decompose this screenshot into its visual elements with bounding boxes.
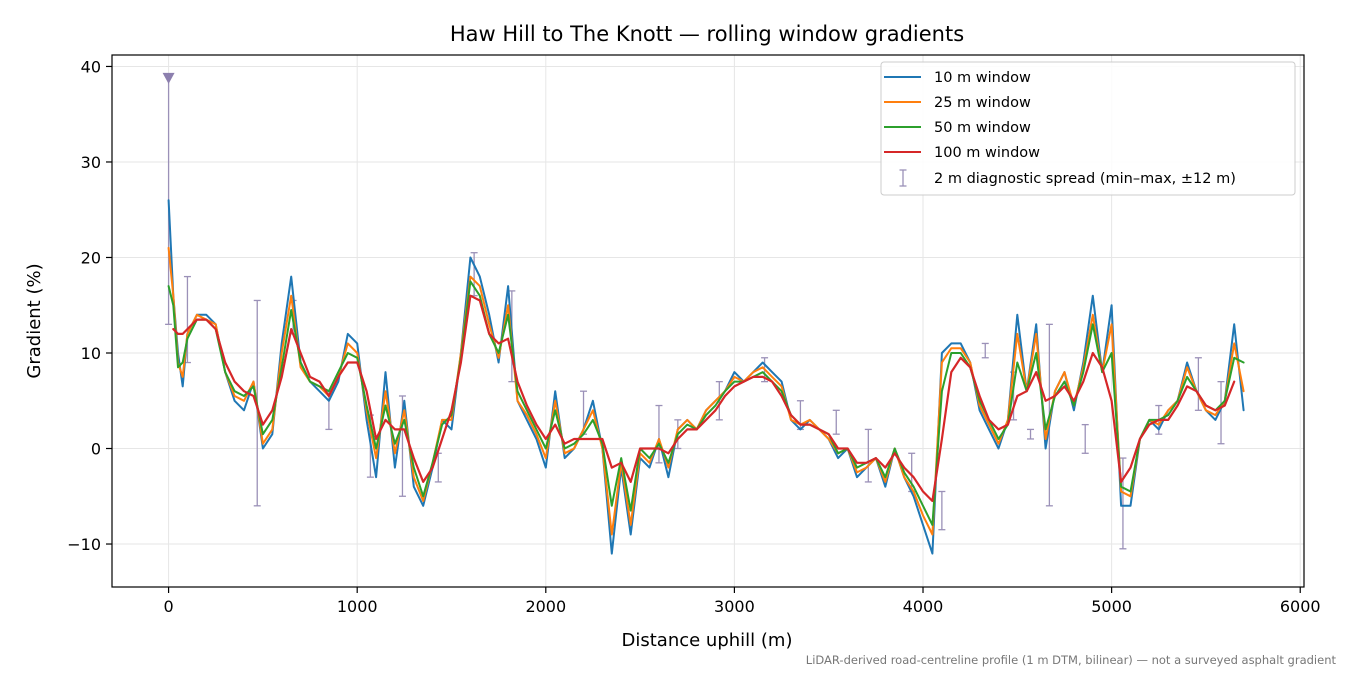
- clipped-value-marker: [162, 72, 175, 84]
- legend-label-1: 10 m window: [934, 70, 1031, 86]
- x-tick-label: 1000: [337, 597, 378, 616]
- x-tick-label: 3000: [714, 597, 755, 616]
- y-tick-label: 10: [81, 344, 101, 363]
- x-tick-label: 4000: [903, 597, 944, 616]
- plot-frame: [111, 54, 1305, 588]
- y-tick-label: 0: [91, 440, 101, 459]
- y-tick-label: 40: [81, 57, 101, 76]
- chart-title: Haw Hill to The Knott — rolling window g…: [450, 22, 964, 46]
- axes: 0 1000 2000 3000 4000 5000 6000 −10 0 10 20 30 40: [67, 54, 1321, 616]
- series-lines: [167, 199, 1245, 555]
- x-tick-label: 0: [163, 597, 173, 616]
- legend-label-spread: 2 m diagnostic spread (min–max, ±12 m): [934, 171, 1236, 187]
- y-tick-label: 20: [81, 248, 101, 267]
- legend: 10 m window 25 m window 50 m window 100 m w…: [880, 61, 1296, 196]
- legend-label-2: 25 m window: [934, 95, 1031, 111]
- legend-box: [880, 61, 1296, 196]
- x-tick-label: 6000: [1280, 597, 1321, 616]
- y-tick-label: −10: [67, 535, 101, 554]
- x-tick-label: 5000: [1091, 597, 1132, 616]
- x-tick-label: 2000: [525, 597, 566, 616]
- y-axis-label: Gradient (%): [24, 263, 45, 378]
- footnote: LiDAR-derived road-centreline profile (1…: [805, 653, 1336, 667]
- x-axis-label: Distance uphill (m): [622, 630, 793, 651]
- legend-label-4: 100 m window: [934, 145, 1040, 161]
- y-tick-label: 30: [81, 153, 101, 172]
- series-line-4: [172, 294, 1236, 503]
- legend-label-3: 50 m window: [934, 120, 1031, 136]
